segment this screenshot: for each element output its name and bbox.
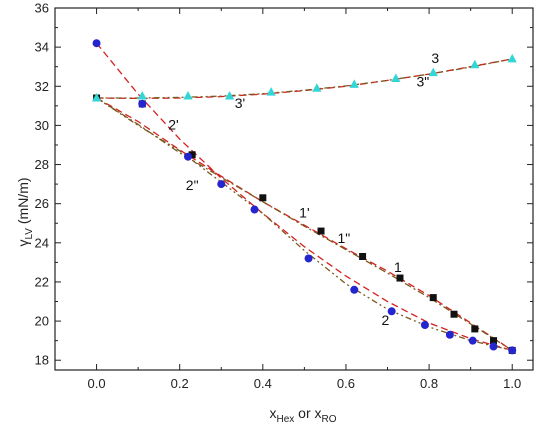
y-tick-label: 24	[35, 235, 49, 250]
curve-label: 2'	[168, 116, 178, 132]
axes	[54, 7, 534, 371]
circle-marker	[489, 342, 498, 351]
x-tick-label: 0.4	[254, 376, 272, 391]
plot-frame	[54, 7, 534, 371]
circle-marker	[138, 99, 147, 108]
triangle-marker	[137, 91, 147, 100]
square-marker	[471, 325, 479, 333]
ylabel-sub: LV	[24, 228, 35, 240]
square-marker	[429, 294, 437, 302]
curve-label: 2	[382, 312, 390, 328]
x-tick-label: 0.0	[88, 376, 106, 391]
ylabel-unit: (mN/m)	[15, 177, 31, 228]
fit-curve	[96, 42, 513, 352]
y-tick-label: 32	[35, 79, 49, 94]
x-tick-label: 0.8	[420, 376, 438, 391]
curve-label: 1"	[337, 230, 350, 246]
y-tick-label: 22	[35, 274, 49, 289]
triangle-marker	[470, 59, 480, 69]
circle-marker	[350, 285, 359, 294]
square-marker	[450, 310, 458, 318]
y-tick-label: 18	[35, 353, 49, 368]
curve-label: 3"	[416, 73, 429, 89]
y-tick-label: 30	[35, 118, 49, 133]
fit-curve	[96, 58, 513, 99]
x-axis-label: xHex or xRO	[269, 405, 336, 425]
square-marker	[396, 274, 404, 282]
square-marker	[317, 227, 325, 235]
x-tick-label: 0.2	[171, 376, 189, 391]
triangle-marker	[224, 91, 235, 100]
triangle-marker	[428, 67, 438, 77]
y-tick-label: 34	[35, 40, 49, 55]
circle-marker	[508, 346, 517, 355]
circle-marker	[420, 320, 429, 329]
circle-marker	[445, 330, 454, 339]
annotations: 33" 3' 2' 2" 1' 1" 1 2	[168, 50, 439, 328]
square-marker	[188, 151, 196, 159]
x-tick-label: 0.6	[337, 376, 355, 391]
triangle-marker	[266, 87, 276, 96]
circle-marker	[304, 254, 313, 263]
y-tick-label: 28	[35, 157, 49, 172]
fit-curves	[96, 42, 513, 352]
curve-label: 3	[431, 50, 439, 66]
circle-marker	[250, 205, 259, 214]
curve-label: 2"	[186, 177, 199, 193]
triangle-marker	[183, 91, 193, 100]
curve-label: 3'	[235, 95, 245, 111]
xlabel-mid: or x	[294, 405, 321, 421]
triangle-marker	[349, 79, 359, 88]
fit-curve	[96, 97, 513, 352]
circle-marker	[387, 307, 396, 316]
ylabel-main: γ	[15, 240, 31, 247]
fit-curve	[96, 97, 513, 351]
circle-marker	[184, 152, 193, 161]
xlabel-p1: x	[269, 405, 276, 421]
square-marker	[259, 194, 267, 202]
triangle-marker	[391, 73, 401, 82]
curve-label: 1'	[299, 204, 309, 220]
curve-label: 1	[394, 259, 402, 275]
y-tick-label: 26	[35, 196, 49, 211]
circle-marker	[217, 180, 226, 189]
xlabel-s2: RO	[322, 414, 337, 425]
square-marker	[359, 253, 367, 261]
fit-curve	[96, 58, 513, 100]
y-tick-label: 36	[35, 1, 49, 16]
circle-marker	[468, 336, 477, 345]
circle-marker	[92, 39, 101, 48]
x-tick-label: 1.0	[503, 376, 521, 391]
square-marker	[490, 337, 498, 345]
triangle-marker	[312, 83, 322, 92]
fit-curve	[96, 97, 513, 351]
y-tick-label: 20	[35, 314, 49, 329]
xlabel-s1: Hex	[276, 414, 294, 425]
data-markers	[91, 39, 517, 355]
triangle-marker	[507, 53, 517, 63]
triangle-marker	[91, 93, 102, 102]
y-axis-label: γLV (mN/m)	[15, 177, 35, 246]
